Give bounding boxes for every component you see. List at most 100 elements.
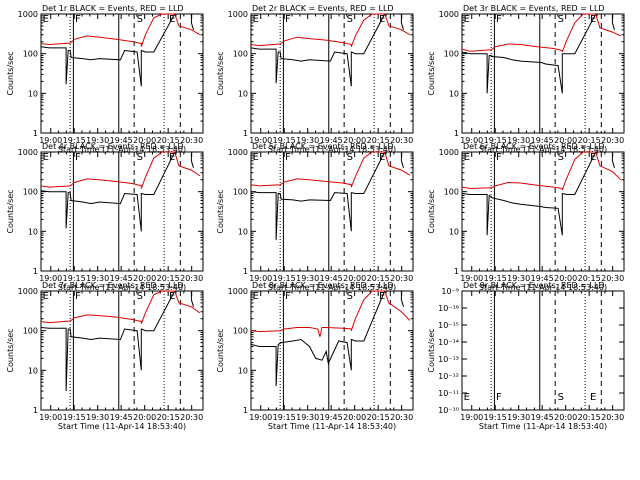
x-tick-label: 20:30	[601, 413, 624, 422]
y-tick-label: 1000	[228, 287, 248, 296]
event-letter-E: E	[464, 392, 470, 403]
y-tick-label: 10	[28, 366, 38, 375]
series-lld	[40, 290, 201, 324]
event-letter-E: E	[43, 14, 49, 25]
y-tick-label: 1000	[228, 10, 248, 19]
x-tick-label: 19:30	[86, 136, 109, 145]
series-events	[250, 151, 404, 241]
event-letter-E: E	[590, 392, 596, 403]
event-letter-E: E	[253, 14, 259, 25]
x-tick-label: 20:15	[367, 274, 390, 283]
y-tick-label: 1	[454, 129, 459, 138]
event-letter-S: S	[558, 14, 564, 25]
x-axis-label: Start Time (11-Apr-14 18:53:40)	[268, 422, 396, 431]
y-tick-label: 1000	[18, 148, 38, 157]
event-letter-S: S	[347, 152, 353, 163]
y-tick-label: 10	[28, 89, 38, 98]
x-tick-label: 19:15	[273, 274, 296, 283]
y-axis-label: Counts/sec	[427, 189, 436, 233]
x-tick-label: 19:00	[460, 413, 483, 422]
series-lld	[40, 151, 201, 189]
x-tick-label: 20:00	[343, 136, 366, 145]
y-tick-label: 10⁻¹³	[438, 355, 459, 364]
panel-title: Det 1r BLACK = Events, RED = LLD	[42, 4, 184, 13]
y-tick-label: 10	[238, 366, 248, 375]
y-tick-label: 1	[243, 267, 248, 276]
event-letter-F: F	[285, 14, 291, 25]
series-events	[250, 13, 404, 87]
y-axis-label: Counts/sec	[427, 328, 436, 372]
x-tick-label: 20:00	[343, 413, 366, 422]
series-events	[461, 13, 615, 94]
x-tick-label: 19:15	[484, 274, 507, 283]
y-axis-label: Counts/sec	[216, 328, 225, 372]
x-tick-label: 20:15	[578, 413, 601, 422]
panel-title: Det 5r BLACK = Events, RED = LLD	[252, 142, 394, 151]
x-tick-label: 20:15	[578, 274, 601, 283]
x-tick-label: 19:15	[273, 413, 296, 422]
x-tick-label: 19:00	[39, 413, 62, 422]
y-tick-label: 1	[243, 129, 248, 138]
panel-6: Det 6r BLACK = Events, RED = LLD 1 10 100 10…	[427, 142, 625, 292]
x-axis-label: Start Time (11-Apr-14 18:53:40)	[58, 422, 186, 431]
y-tick-label: 10⁻¹⁵	[438, 321, 459, 330]
panel-1: Det 1r BLACK = Events, RED = LLD 1 10 100 10…	[6, 4, 204, 154]
x-tick-label: 20:30	[601, 136, 624, 145]
x-tick-label: 19:30	[507, 413, 530, 422]
x-axis-label: Start Time (11-Apr-14 18:53:40)	[479, 145, 607, 154]
x-tick-label: 19:30	[86, 274, 109, 283]
panel-5: Det 5r BLACK = Events, RED = LLD 1 10 100 10…	[216, 142, 414, 292]
x-tick-label: 20:30	[390, 136, 413, 145]
y-tick-label: 100	[233, 50, 248, 59]
x-tick-label: 20:00	[133, 136, 156, 145]
x-axis-label: Start Time (11-Apr-14 18:53:40)	[479, 422, 607, 431]
series-events	[40, 290, 194, 392]
event-letter-S: S	[347, 291, 353, 302]
panel-title: Det 2r BLACK = Events, RED = LLD	[252, 4, 394, 13]
event-letter-F: F	[496, 152, 502, 163]
event-letter-S: S	[558, 392, 564, 403]
y-tick-label: 10⁻¹⁰	[438, 406, 459, 415]
y-tick-label: 100	[444, 188, 459, 197]
x-tick-label: 19:15	[273, 136, 296, 145]
x-tick-label: 19:15	[63, 136, 86, 145]
series-lld	[461, 151, 622, 191]
y-tick-label: 100	[233, 188, 248, 197]
x-axis-label: Start Time (11-Apr-14 18:53:40)	[479, 283, 607, 292]
x-tick-label: 20:15	[367, 413, 390, 422]
y-tick-label: 1000	[439, 148, 459, 157]
x-tick-label: 20:30	[390, 413, 413, 422]
x-tick-label: 19:30	[507, 136, 530, 145]
x-tick-label: 20:15	[578, 136, 601, 145]
x-tick-label: 19:15	[63, 274, 86, 283]
x-tick-label: 19:45	[320, 413, 343, 422]
x-tick-label: 19:15	[63, 413, 86, 422]
series-events	[40, 13, 194, 87]
event-letter-F: F	[285, 291, 291, 302]
panel-8: Det 8r BLACK = Events, RED = LLD 1 10 100 10…	[216, 281, 414, 431]
plot-frame	[250, 13, 414, 134]
x-tick-label: 20:15	[157, 136, 180, 145]
event-letter-F: F	[285, 152, 291, 163]
y-tick-label: 10⁻¹⁴	[438, 338, 459, 347]
x-tick-label: 19:00	[39, 274, 62, 283]
plot-frame	[461, 290, 625, 411]
x-tick-label: 19:45	[320, 136, 343, 145]
x-tick-label: 20:30	[601, 274, 624, 283]
x-tick-label: 20:30	[390, 274, 413, 283]
event-letter-E: E	[43, 291, 49, 302]
x-tick-label: 20:30	[180, 274, 203, 283]
y-tick-label: 100	[444, 50, 459, 59]
x-tick-label: 19:30	[296, 136, 319, 145]
event-letter-E: E	[253, 152, 259, 163]
x-tick-label: 20:00	[133, 413, 156, 422]
series-lld	[250, 151, 411, 188]
x-tick-label: 19:15	[484, 136, 507, 145]
plot-frame	[40, 290, 204, 411]
series-lld	[461, 13, 622, 53]
x-tick-label: 20:00	[133, 274, 156, 283]
y-tick-label: 10	[449, 227, 459, 236]
x-tick-label: 19:00	[249, 136, 272, 145]
series-events	[40, 151, 194, 232]
x-tick-label: 20:00	[343, 274, 366, 283]
